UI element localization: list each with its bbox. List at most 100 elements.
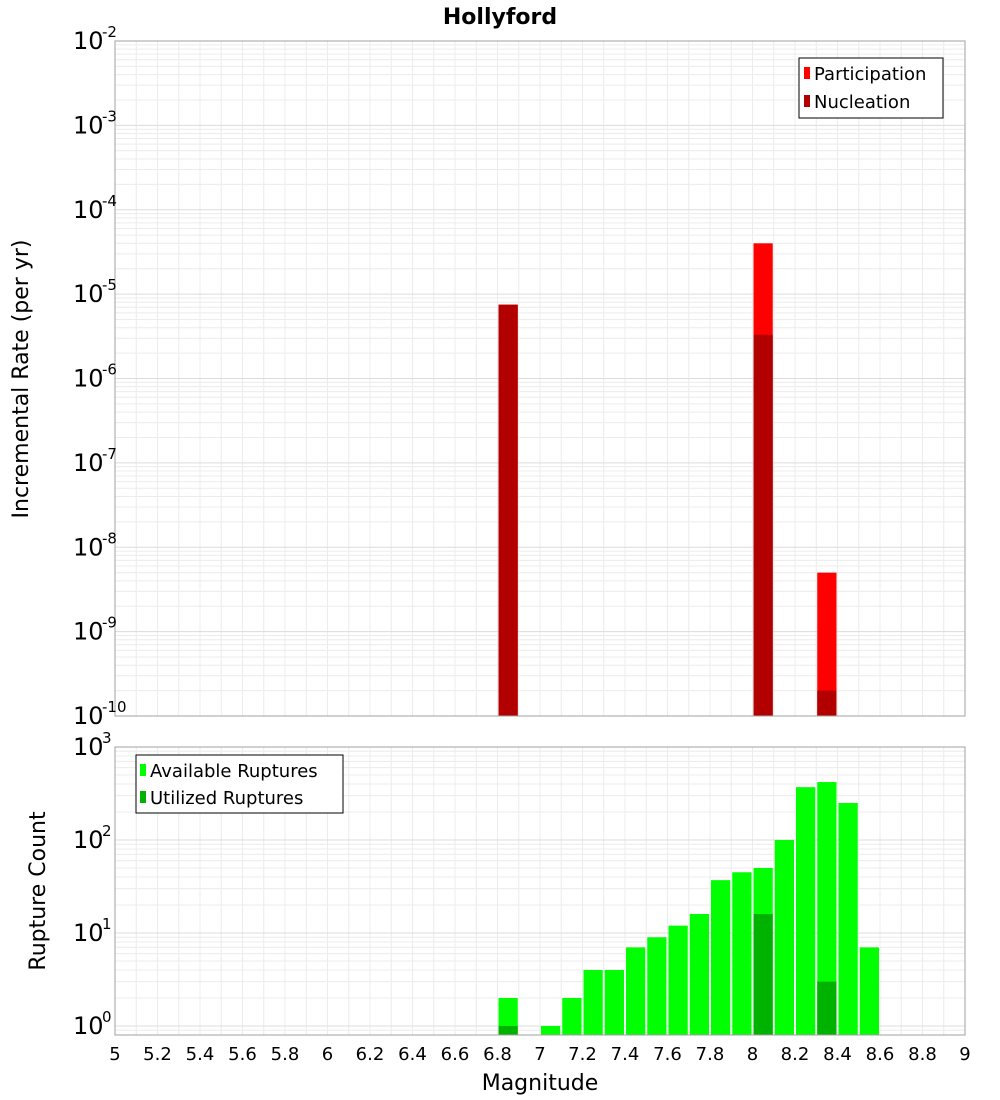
- y-tick-base: 10: [73, 919, 104, 947]
- x-tick-label: 8.8: [908, 1044, 937, 1065]
- y-tick-label: 100: [73, 1008, 112, 1040]
- top-plot-border: [114, 40, 966, 717]
- y-tick-exponent: 0: [102, 1008, 112, 1026]
- x-tick-label: 5: [109, 1044, 120, 1065]
- nucleation-bar: [498, 304, 518, 716]
- chart-title: Hollyford: [443, 5, 557, 30]
- nucleation-bar: [753, 334, 773, 716]
- y-tick-base: 10: [73, 111, 104, 139]
- available-ruptures-bar: [711, 880, 731, 1035]
- available-ruptures-bar: [774, 839, 794, 1035]
- y-tick-label: 103: [73, 729, 112, 761]
- available-ruptures-bar: [647, 937, 667, 1035]
- legend-available-label: Available Ruptures: [150, 761, 318, 782]
- x-tick-label: 7.2: [568, 1044, 597, 1065]
- top-plot-panel: 10-210-310-410-510-610-710-810-910-10 In…: [9, 23, 966, 730]
- legend-nucleation-label: Nucleation: [814, 92, 910, 113]
- y-tick-label: 10-2: [73, 23, 117, 55]
- legend-utilized-swatch: [140, 791, 146, 803]
- y-tick-base: 10: [73, 1012, 104, 1040]
- x-tick-label: 6: [322, 1044, 333, 1065]
- y-tick-label: 10-10: [73, 698, 127, 730]
- y-tick-label: 10-7: [73, 445, 117, 477]
- y-tick-exponent: -9: [102, 614, 117, 632]
- y-tick-base: 10: [73, 533, 104, 561]
- bottom-legend-box: [135, 754, 344, 814]
- available-ruptures-bar: [498, 997, 518, 1035]
- available-ruptures-bar: [817, 782, 837, 1035]
- bottom-plot-border: [114, 746, 966, 1036]
- legend-participation-swatch: [804, 67, 810, 79]
- y-tick-base: 10: [73, 733, 104, 761]
- top-legend-box: [798, 57, 944, 119]
- y-tick-label: 10-8: [73, 529, 117, 561]
- y-tick-label: 10-6: [73, 361, 117, 393]
- y-tick-exponent: -10: [102, 698, 127, 716]
- available-ruptures-bar: [562, 997, 582, 1035]
- y-tick-exponent: -4: [102, 192, 117, 210]
- y-tick-base: 10: [73, 702, 104, 730]
- x-tick-label: 6.2: [356, 1044, 385, 1065]
- x-tick-label: 7.4: [611, 1044, 640, 1065]
- legend-participation-label: Participation: [814, 64, 926, 85]
- y-tick-label: 10-3: [73, 107, 117, 139]
- y-tick-exponent: -2: [102, 23, 117, 41]
- x-tick-label: 9: [959, 1044, 970, 1065]
- y-tick-base: 10: [73, 365, 104, 393]
- legend-nucleation-swatch: [804, 95, 810, 107]
- x-tick-label: 6.6: [441, 1044, 470, 1065]
- bottom-legend: Available Ruptures Utilized Ruptures: [135, 754, 344, 814]
- x-tick-label: 5.6: [228, 1044, 257, 1065]
- x-tick-label: 5.8: [271, 1044, 300, 1065]
- available-ruptures-bar: [838, 802, 858, 1035]
- x-tick-label: 5.2: [143, 1044, 172, 1065]
- x-tick-label: 7.6: [653, 1044, 682, 1065]
- available-ruptures-bar: [732, 872, 752, 1035]
- available-ruptures-bar: [604, 969, 624, 1035]
- available-ruptures-bar: [859, 947, 879, 1035]
- available-ruptures-bar: [689, 914, 709, 1035]
- y-tick-base: 10: [73, 449, 104, 477]
- y-tick-exponent: -3: [102, 107, 117, 125]
- utilized-ruptures-bar: [753, 914, 773, 1035]
- y-tick-base: 10: [73, 618, 104, 646]
- utilized-ruptures-bar: [498, 1025, 518, 1035]
- top-gridlines: [114, 40, 966, 717]
- y-tick-base: 10: [73, 826, 104, 854]
- x-tick-label: 6.8: [483, 1044, 512, 1065]
- available-ruptures-bar: [668, 925, 688, 1035]
- y-tick-exponent: -7: [102, 445, 117, 463]
- x-tick-label: 6.4: [398, 1044, 427, 1065]
- y-tick-exponent: -6: [102, 361, 117, 379]
- y-tick-exponent: 2: [102, 822, 112, 840]
- x-tick-label: 5.4: [186, 1044, 215, 1065]
- top-legend: Participation Nucleation: [798, 57, 944, 119]
- x-axis-label: Magnitude: [482, 1071, 599, 1096]
- available-ruptures-bar: [583, 969, 603, 1035]
- y-tick-label: 10-4: [73, 192, 117, 224]
- top-bars: [498, 243, 837, 717]
- x-tick-label: 7: [534, 1044, 545, 1065]
- legend-utilized-label: Utilized Ruptures: [150, 788, 303, 809]
- y-tick-label: 10-5: [73, 276, 117, 308]
- y-tick-base: 10: [73, 196, 104, 224]
- available-ruptures-bar: [626, 947, 646, 1035]
- x-tick-label: 8.4: [823, 1044, 852, 1065]
- participation-bar: [817, 572, 837, 716]
- utilized-ruptures-bar: [817, 981, 837, 1035]
- x-tick-label: 8: [747, 1044, 758, 1065]
- y-tick-exponent: -8: [102, 529, 117, 547]
- bottom-bars: [498, 782, 879, 1035]
- y-tick-exponent: 3: [102, 729, 112, 747]
- x-tick-label: 8.2: [781, 1044, 810, 1065]
- nucleation-bar: [817, 690, 837, 716]
- top-y-axis-label: Incremental Rate (per yr): [9, 240, 34, 519]
- available-ruptures-bar: [796, 787, 816, 1035]
- y-tick-base: 10: [73, 280, 104, 308]
- y-tick-exponent: 1: [102, 915, 112, 933]
- y-tick-label: 102: [73, 822, 112, 854]
- legend-available-swatch: [140, 764, 146, 776]
